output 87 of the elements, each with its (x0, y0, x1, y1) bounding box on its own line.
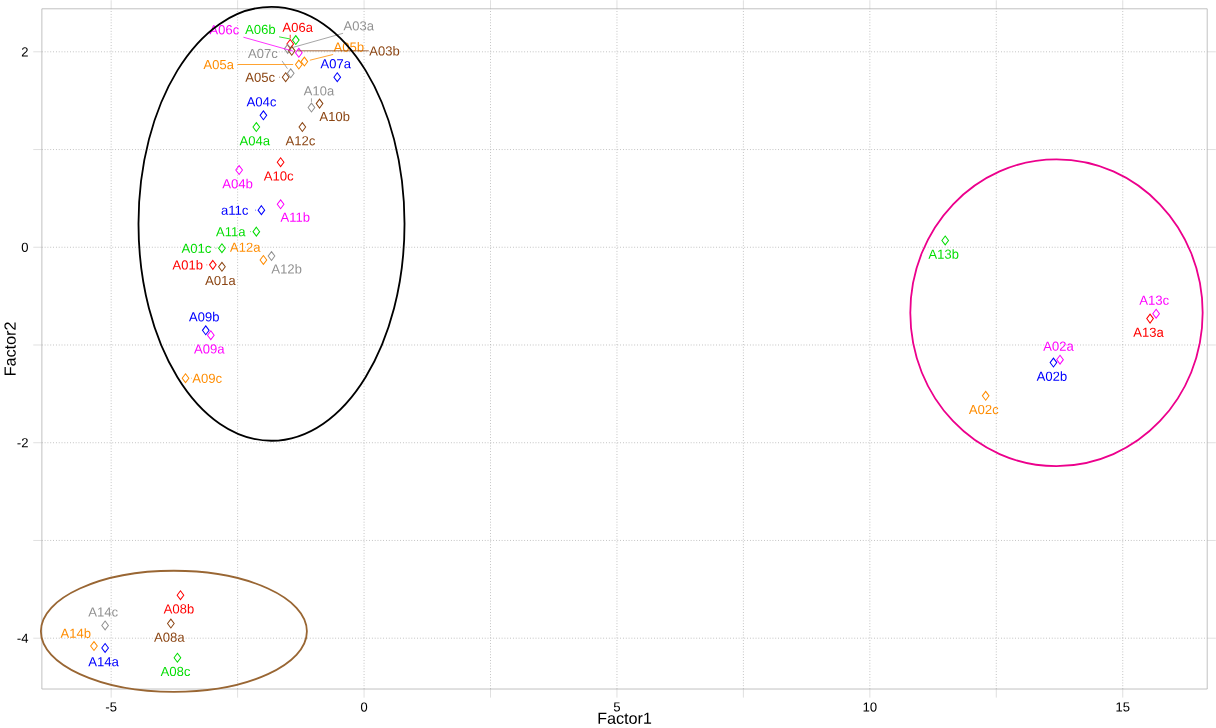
point (257, 205, 266, 215)
point (267, 250, 276, 261)
annotation: A14a (88, 657, 119, 667)
annotation: A12c (285, 135, 316, 146)
point (181, 373, 190, 383)
x-tick-label: 5 (613, 702, 621, 712)
annotation: A10a (303, 86, 335, 96)
annotation: A08c (160, 666, 191, 676)
annotation: A13c (1139, 295, 1169, 305)
annotation: A04c (246, 97, 277, 107)
point (333, 72, 342, 82)
annotation: a11c (221, 205, 249, 215)
point (101, 642, 109, 653)
point (259, 110, 268, 121)
point (281, 72, 290, 82)
annotation: A14b (60, 628, 91, 638)
point (1152, 308, 1160, 319)
point (90, 640, 98, 651)
point (294, 59, 303, 70)
point (1056, 354, 1064, 365)
annotation: A08a (154, 632, 185, 642)
point (276, 157, 285, 168)
annotation: A08b (163, 603, 194, 614)
annotation: A02c (968, 404, 999, 414)
annotation: A06a (282, 22, 313, 32)
y-tick-label: 0 (21, 242, 28, 252)
point (252, 226, 261, 237)
annotation: A13a (1133, 327, 1164, 337)
x-tick-label: 0 (360, 702, 368, 712)
annotation: A03a (343, 21, 375, 31)
point (286, 68, 295, 79)
point (201, 325, 210, 336)
point (206, 330, 215, 340)
point (315, 98, 324, 109)
x-tick-label: 10 (863, 702, 877, 712)
annotation: A05a (203, 59, 234, 70)
annotation: A12a (229, 242, 261, 252)
point (167, 618, 175, 629)
point (291, 34, 300, 45)
x-tick-label: 15 (1116, 702, 1130, 712)
y-axis-title: Factor2 (4, 322, 16, 375)
annotation: A06b (245, 24, 276, 34)
point (276, 199, 285, 210)
point (1146, 313, 1154, 324)
point (176, 590, 185, 600)
point (218, 243, 226, 254)
annotation: A13b (928, 248, 959, 259)
annotation: A02b (1036, 371, 1067, 381)
y-tick-label: 2 (21, 47, 28, 57)
annotation: A02a (1043, 341, 1074, 351)
annotation: A01b (172, 259, 203, 270)
point (287, 45, 296, 56)
point (1049, 357, 1058, 368)
x-tick-label: -5 (105, 702, 117, 712)
annotation: A07c (248, 48, 278, 58)
annotation: A03b (369, 45, 400, 56)
annotation: A09c (192, 373, 222, 383)
annotation: A11b (280, 212, 310, 222)
annotation: A09a (194, 344, 225, 354)
point (941, 235, 950, 246)
point (300, 56, 309, 67)
annotation: A09b (188, 311, 219, 322)
annotation: A11a (215, 227, 246, 237)
point (298, 121, 307, 132)
annotation: A04b (222, 178, 253, 189)
annotation: A14c (88, 607, 118, 617)
point (218, 261, 226, 272)
annotation: A10c (263, 171, 294, 181)
point (259, 254, 268, 265)
annotation: A04a (239, 135, 271, 146)
y-tick-label: -4 (17, 633, 29, 643)
point (101, 620, 109, 631)
annotation: A01a (205, 275, 236, 285)
annotation: A10b (319, 111, 350, 121)
point (173, 652, 182, 663)
annotation: A12b (271, 263, 302, 274)
point (235, 164, 243, 175)
point (981, 390, 990, 401)
point (209, 259, 217, 270)
annotation: A01c (181, 243, 212, 253)
point (252, 121, 261, 132)
annotation: A07a (320, 58, 351, 69)
point (283, 43, 292, 54)
annotation: A05c (245, 72, 275, 82)
point (294, 47, 303, 58)
y-tick-label: -2 (17, 438, 28, 448)
x-axis-title: Factor1 (598, 712, 652, 724)
